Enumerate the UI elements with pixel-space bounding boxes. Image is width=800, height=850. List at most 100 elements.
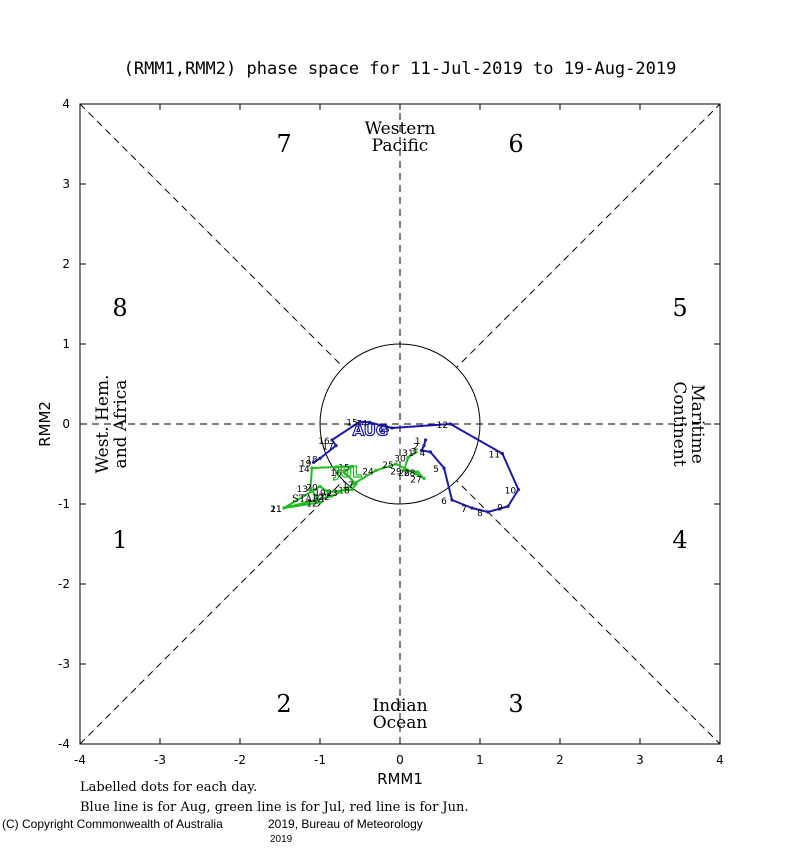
day-point bbox=[442, 466, 446, 470]
day-point bbox=[330, 494, 334, 498]
day-point bbox=[374, 468, 378, 472]
x-tick-label: -3 bbox=[154, 753, 166, 767]
phase-guide-line bbox=[79, 103, 721, 745]
day-point bbox=[450, 498, 454, 502]
phase-number: 3 bbox=[508, 690, 523, 718]
day-point bbox=[470, 506, 474, 510]
day-label: 28 bbox=[404, 469, 416, 479]
phase-number: 6 bbox=[508, 130, 523, 158]
day-label: 17 bbox=[322, 443, 333, 453]
x-tick-label: -1 bbox=[314, 753, 326, 767]
y-axis-label: RMM2 bbox=[36, 401, 54, 447]
x-tick-label: 3 bbox=[636, 753, 644, 767]
day-label: 12 bbox=[437, 421, 448, 431]
day-label: 14 bbox=[356, 419, 368, 429]
day-label: 11 bbox=[489, 451, 500, 461]
day-point bbox=[350, 464, 354, 468]
phase-number: 7 bbox=[276, 130, 291, 158]
y-tick-label: 4 bbox=[62, 97, 70, 111]
day-point bbox=[342, 470, 346, 474]
day-point bbox=[282, 506, 286, 510]
month-label: JUL bbox=[333, 463, 362, 481]
day-label: 18 bbox=[338, 487, 350, 497]
day-label: 13 bbox=[297, 485, 308, 495]
copyright-year: 2019 bbox=[270, 834, 293, 845]
day-label: 13 bbox=[378, 425, 389, 435]
chart-title: (RMM1,RMM2) phase space for 11-Jul-2019 … bbox=[124, 59, 677, 79]
day-label: 4 bbox=[420, 449, 426, 459]
day-label: 26 bbox=[398, 469, 410, 479]
day-point bbox=[358, 420, 362, 424]
y-tick-label: 0 bbox=[62, 417, 70, 431]
x-tick-label: -4 bbox=[74, 753, 86, 767]
footer-note-2: Blue line is for Aug, green line is for … bbox=[80, 800, 469, 815]
day-point bbox=[330, 438, 334, 442]
day-label: 19 bbox=[300, 459, 312, 469]
phase-guide-line bbox=[79, 103, 721, 745]
region-right-line-2: Continent bbox=[669, 381, 689, 466]
day-label: 2 bbox=[413, 443, 419, 453]
x-tick-label: -2 bbox=[234, 753, 246, 767]
day-label: 7 bbox=[461, 505, 467, 515]
phase-number: 8 bbox=[112, 294, 127, 322]
day-point bbox=[318, 456, 322, 460]
x-tick-label: 4 bbox=[716, 753, 724, 767]
region-left-line-2: and Africa bbox=[111, 380, 131, 469]
day-label: 24 bbox=[362, 467, 374, 477]
region-bottom-line-1: Indian bbox=[372, 696, 427, 716]
region-right-line-1: Maritime bbox=[687, 384, 707, 464]
day-label: 10 bbox=[505, 487, 517, 497]
phase-number: 4 bbox=[672, 526, 687, 554]
day-point bbox=[308, 486, 312, 490]
day-point bbox=[406, 456, 410, 460]
day-label: 16 bbox=[318, 437, 330, 447]
day-point bbox=[486, 510, 490, 514]
day-point bbox=[516, 488, 521, 492]
month-labels: JUL AUG bbox=[333, 421, 389, 482]
day-label: 21 bbox=[270, 505, 281, 515]
region-top-line-1: Western bbox=[365, 119, 436, 139]
day-point bbox=[318, 484, 322, 488]
day-point bbox=[354, 482, 358, 486]
day-point bbox=[350, 488, 354, 492]
day-label: 14 bbox=[298, 465, 310, 475]
day-label: 25 bbox=[382, 461, 393, 471]
day-label: 16 bbox=[330, 469, 342, 479]
x-tick-label: 2 bbox=[556, 753, 564, 767]
day-label: 23 bbox=[326, 489, 337, 499]
day-point bbox=[506, 504, 510, 508]
region-labels: Western Pacific Indian Ocean West. Hem. … bbox=[93, 119, 707, 733]
month-label: AUG bbox=[353, 421, 389, 439]
y-tick-label: 2 bbox=[62, 257, 70, 271]
day-point bbox=[326, 490, 330, 494]
day-label: 12 bbox=[306, 499, 317, 509]
start-label: START bbox=[292, 494, 327, 505]
day-label: 5 bbox=[433, 465, 439, 475]
day-label: 15 bbox=[338, 463, 349, 473]
y-tick-label: -3 bbox=[58, 657, 70, 671]
y-tick-label: 3 bbox=[62, 177, 70, 191]
day-point bbox=[394, 462, 398, 466]
day-point bbox=[422, 476, 426, 480]
region-left-line-1: West. Hem. bbox=[93, 375, 113, 474]
day-label: 29 bbox=[390, 467, 402, 477]
day-point bbox=[500, 452, 504, 456]
day-label: 15 bbox=[346, 419, 357, 429]
day-point bbox=[424, 438, 428, 442]
day-point bbox=[318, 500, 322, 504]
day-label: 31 bbox=[402, 449, 413, 459]
phase-number: 1 bbox=[112, 526, 127, 554]
day-point bbox=[310, 466, 314, 470]
x-axis-label: RMM1 bbox=[377, 770, 423, 788]
y-tick-label: -1 bbox=[58, 497, 70, 511]
day-label: 20 bbox=[306, 483, 318, 493]
day-label: 1 bbox=[415, 437, 421, 447]
day-label: 9 bbox=[497, 503, 503, 513]
region-bottom-line-2: Ocean bbox=[373, 713, 428, 733]
day-point bbox=[402, 468, 406, 472]
y-tick-label: 1 bbox=[62, 337, 70, 351]
